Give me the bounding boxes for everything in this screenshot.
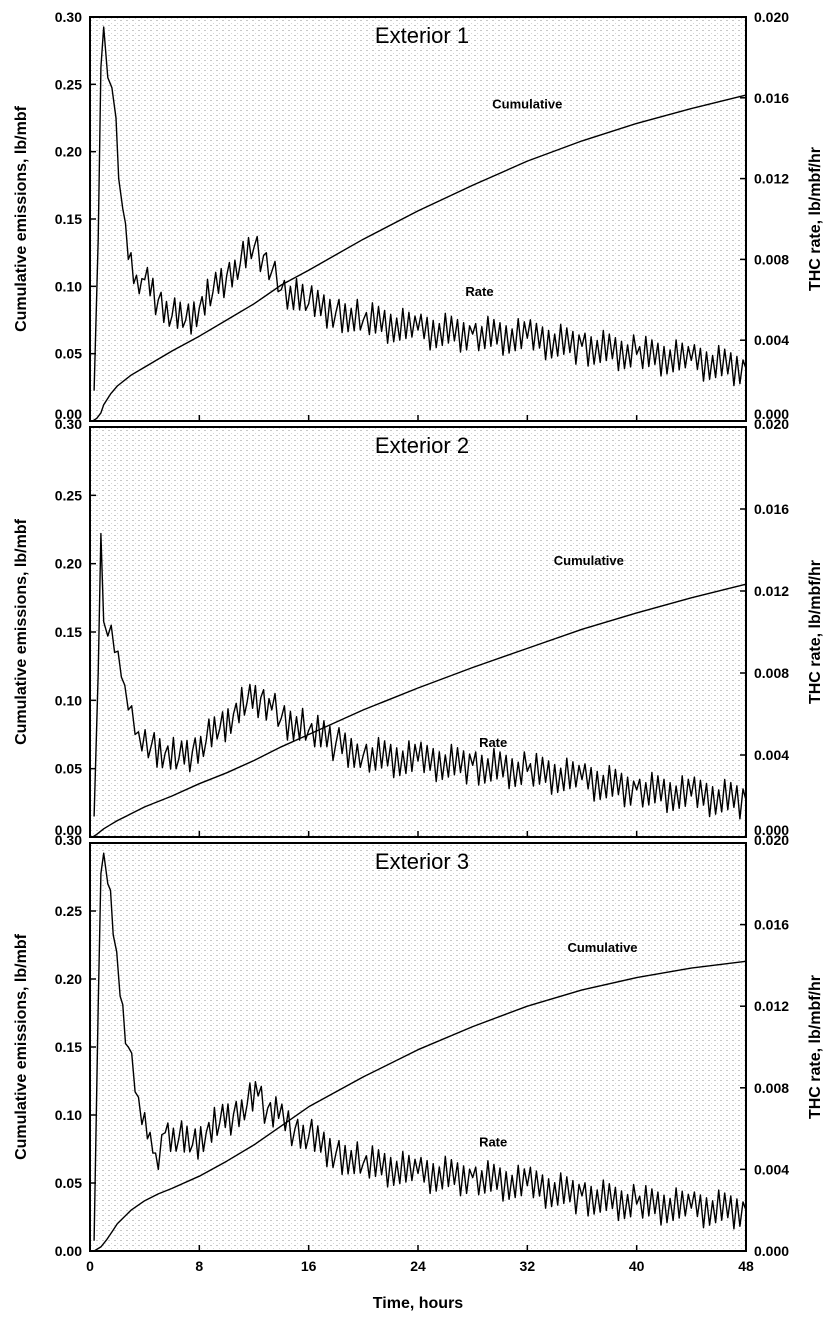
plot-frame xyxy=(89,426,747,838)
y-tick-label: 0.00 xyxy=(55,822,82,838)
y2-tick-label: 0.008 xyxy=(754,251,789,267)
y-tick-label: 0.05 xyxy=(55,1175,82,1191)
y2-tick-label: 0.012 xyxy=(754,998,789,1014)
series-rate-line xyxy=(93,852,747,1241)
y2-tick-label: 0.004 xyxy=(754,1161,789,1177)
y2-tick-label: 0.016 xyxy=(754,917,789,933)
y-tick-label: 0.20 xyxy=(55,971,82,987)
panel-title: Exterior 1 xyxy=(375,23,469,48)
x-tick-label: 32 xyxy=(520,1258,536,1274)
y2-tick-label: 0.004 xyxy=(754,747,789,763)
plot-area xyxy=(90,843,746,1251)
y-tick-label: 0.25 xyxy=(55,903,82,919)
series-cumulative-line xyxy=(92,94,747,422)
y-tick-label: 0.30 xyxy=(55,9,82,25)
y2-tick-label: 0.008 xyxy=(754,665,789,681)
x-tick-label: 16 xyxy=(301,1258,317,1274)
y-tick-label: 0.30 xyxy=(55,416,82,432)
x-tick-label: 48 xyxy=(738,1258,754,1274)
y-tick-label: 0.15 xyxy=(55,211,82,227)
x-tick-label: 8 xyxy=(195,1258,203,1274)
y-tick-label: 0.25 xyxy=(55,76,82,92)
panel-2: Cumulative emissions, lb/mbf THC rate, lb… xyxy=(13,416,824,838)
y2-tick-label: 0.000 xyxy=(754,822,789,838)
y-tick-label: 0.00 xyxy=(55,406,82,422)
chart-panels: Cumulative emissions, lb/mbf THC rate, lb… xyxy=(13,9,824,1274)
y2-tick-label: 0.020 xyxy=(754,416,789,432)
y2-tick-label: 0.012 xyxy=(754,171,789,187)
y-tick-label: 0.15 xyxy=(55,1039,82,1055)
y2-axis-label: THC rate, lb/mbf/hr xyxy=(807,560,824,704)
y-tick-label: 0.20 xyxy=(55,556,82,572)
y2-tick-label: 0.000 xyxy=(754,406,789,422)
series-annotation-label: Cumulative xyxy=(567,940,637,955)
series-annotation-label: Cumulative xyxy=(554,553,624,568)
x-axis-label: Time, hours xyxy=(373,1295,463,1312)
y2-tick-label: 0.020 xyxy=(754,9,789,25)
y2-tick-label: 0.012 xyxy=(754,583,789,599)
y-tick-label: 0.10 xyxy=(55,1107,82,1123)
y2-tick-label: 0.020 xyxy=(754,832,789,848)
y2-tick-label: 0.016 xyxy=(754,501,789,517)
y-axis-label: Cumulative emissions, lb/mbf xyxy=(13,105,30,332)
y-tick-label: 0.05 xyxy=(55,761,82,777)
plot-area xyxy=(90,427,746,837)
series-annotation-label: Cumulative xyxy=(492,97,562,112)
series-annotation-label: Rate xyxy=(479,735,507,750)
panel-title: Exterior 3 xyxy=(375,849,469,874)
y-tick-label: 0.20 xyxy=(55,144,82,160)
y2-tick-label: 0.008 xyxy=(754,1080,789,1096)
y2-tick-label: 0.016 xyxy=(754,90,789,106)
series-annotation-label: Rate xyxy=(479,1134,507,1149)
y2-axis-label: THC rate, lb/mbf/hr xyxy=(807,975,824,1119)
x-tick-label: 24 xyxy=(410,1258,426,1274)
y2-axis-label: THC rate, lb/mbf/hr xyxy=(807,147,824,291)
x-tick-label: 0 xyxy=(86,1258,94,1274)
y-tick-label: 0.05 xyxy=(55,346,82,362)
y-tick-label: 0.15 xyxy=(55,624,82,640)
series-annotation-label: Rate xyxy=(465,284,493,299)
y-tick-label: 0.10 xyxy=(55,278,82,294)
y-axis-label: Cumulative emissions, lb/mbf xyxy=(13,518,30,745)
panel-title: Exterior 2 xyxy=(375,433,469,458)
y-tick-label: 0.00 xyxy=(55,1243,82,1259)
series-rate-line xyxy=(93,26,747,391)
plot-frame xyxy=(89,16,747,422)
y-tick-label: 0.30 xyxy=(55,832,82,848)
y-tick-label: 0.25 xyxy=(55,487,82,503)
y-axis-label: Cumulative emissions, lb/mbf xyxy=(13,933,30,1160)
panel-3: Cumulative emissions, lb/mbf THC rate, lb… xyxy=(13,832,824,1274)
series-cumulative-line xyxy=(92,583,747,838)
series-cumulative-line xyxy=(93,960,747,1252)
x-tick-label: 40 xyxy=(629,1258,645,1274)
y2-tick-label: 0.004 xyxy=(754,332,789,348)
series-rate-line xyxy=(93,532,747,820)
plot-frame xyxy=(89,842,747,1252)
y2-tick-label: 0.000 xyxy=(754,1243,789,1259)
panel-1: Cumulative emissions, lb/mbf THC rate, lb… xyxy=(13,9,824,422)
y-tick-label: 0.10 xyxy=(55,692,82,708)
